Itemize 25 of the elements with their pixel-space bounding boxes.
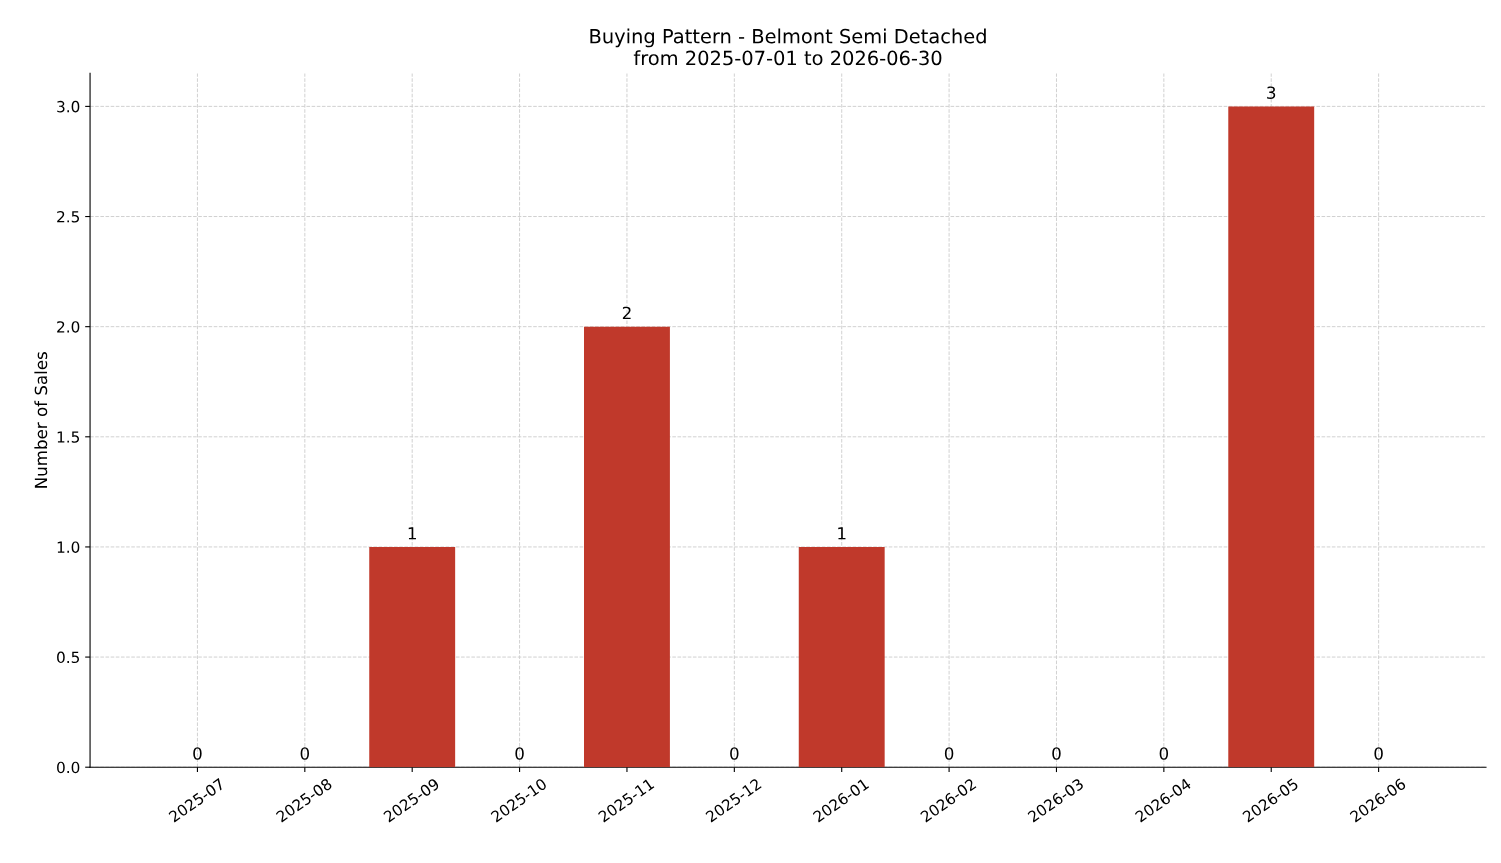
data-label: 0: [1374, 747, 1383, 760]
y-tick-label: 0.5: [57, 651, 79, 664]
data-label: 0: [193, 747, 202, 760]
bar: [584, 326, 670, 768]
bar: [1228, 106, 1315, 768]
data-label: 1: [408, 527, 416, 540]
y-axis-title: Number of Sales: [34, 352, 48, 488]
y-tick-label: 2.5: [57, 211, 79, 223]
y-tick-label: 1.5: [57, 431, 79, 443]
data-label: 1: [838, 527, 846, 540]
y-tick-label: 1.0: [57, 541, 80, 553]
y-tick-label: 0.0: [57, 761, 80, 774]
data-label: 0: [730, 747, 739, 760]
data-label: 0: [515, 747, 524, 760]
data-label: 0: [1159, 747, 1169, 760]
chart-title: Buying Pattern - Belmont Semi Detached from 2025-07-01 to 2026-06-30: [590, 28, 986, 66]
data-label: 0: [300, 747, 310, 760]
bar: [798, 546, 885, 768]
data-label: 3: [1267, 86, 1276, 99]
data-label: 2: [622, 306, 631, 320]
y-tick-label: 3.0: [57, 100, 80, 113]
bar: [369, 546, 456, 768]
y-tick-label: 2.0: [57, 321, 80, 333]
data-label: 0: [1052, 747, 1061, 760]
data-label: 0: [944, 747, 954, 760]
